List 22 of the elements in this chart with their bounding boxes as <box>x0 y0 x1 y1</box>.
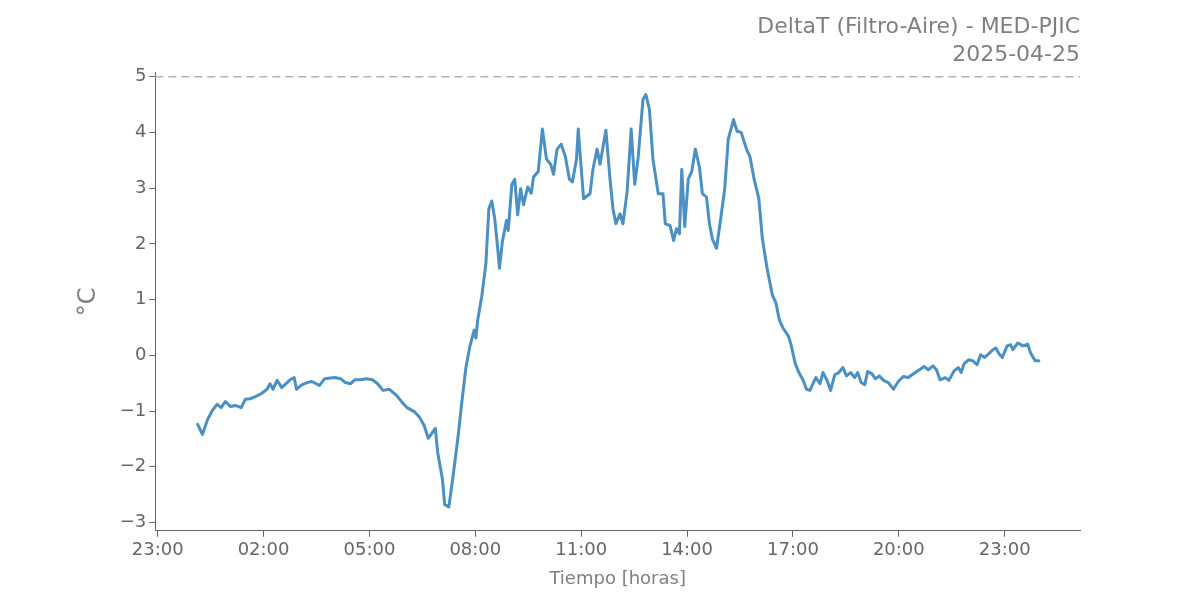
chart-subtitle: 2025-04-25 <box>952 41 1080 67</box>
y-axis-title: °C <box>72 287 101 317</box>
y-tick-label: 2 <box>134 231 147 253</box>
y-tick-label: −3 <box>119 510 147 532</box>
chart-title: DeltaT (Filtro-Aire) - MED-PJIC <box>757 12 1080 38</box>
x-tick-label: 02:00 <box>237 538 290 560</box>
x-tick-label: 20:00 <box>872 538 925 560</box>
x-tick-label: 23:00 <box>131 538 184 560</box>
y-tick-label: −2 <box>119 454 147 476</box>
x-tick-label: 23:00 <box>978 538 1031 560</box>
x-axis-title: Tiempo [horas] <box>548 566 686 588</box>
x-tick-label: 14:00 <box>661 538 714 560</box>
x-tick-label: 11:00 <box>555 538 608 560</box>
x-tick-label: 08:00 <box>449 538 502 560</box>
y-tick-label: 1 <box>134 287 147 309</box>
x-tick-label: 17:00 <box>767 538 819 560</box>
y-tick-label: 0 <box>134 342 147 364</box>
y-tick-label: 3 <box>134 175 147 197</box>
y-tick-label: 5 <box>134 64 147 86</box>
x-tick-label: 05:00 <box>343 538 396 560</box>
y-tick-label: 4 <box>134 120 147 142</box>
y-tick-label: −1 <box>119 398 147 420</box>
